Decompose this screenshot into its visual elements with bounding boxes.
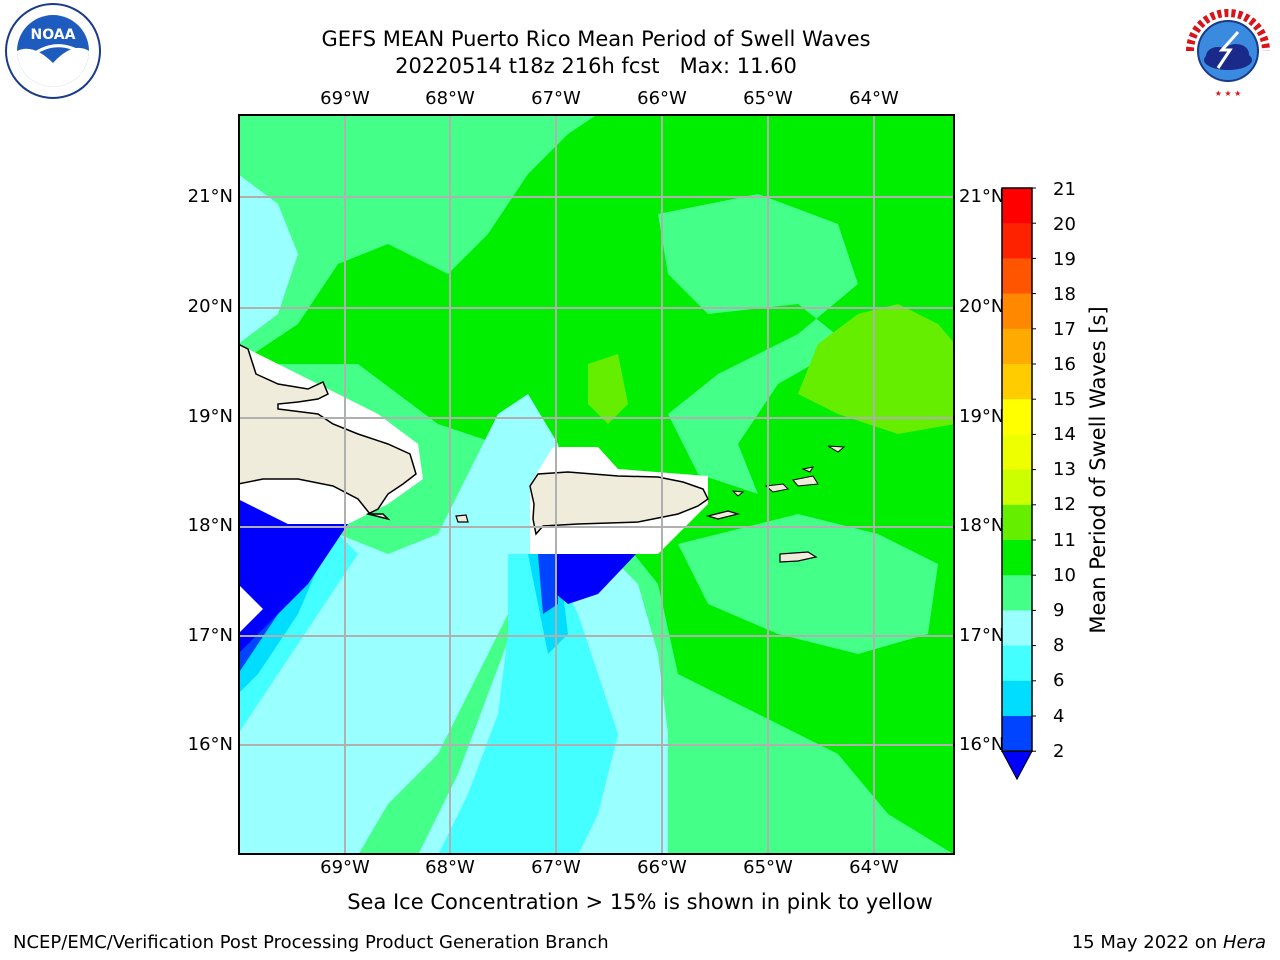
lat-label-left-21n: 21°N bbox=[187, 186, 233, 207]
swell-patch-9-10-south bbox=[658, 674, 955, 855]
colorbar-tick-6: 6 bbox=[1053, 670, 1065, 691]
map-frame bbox=[238, 114, 955, 855]
colorbar-title: Mean Period of Swell Waves [s] bbox=[1086, 306, 1110, 634]
mona-island bbox=[455, 514, 469, 523]
colorbar-segment-4-6 bbox=[1002, 680, 1032, 717]
lon-label-bottom-64w: 64°W bbox=[849, 857, 899, 878]
swell-patch-11-12-small bbox=[588, 354, 628, 424]
colorbar-segment-2-4 bbox=[1002, 716, 1032, 752]
lat-label-left-17n: 17°N bbox=[187, 625, 233, 646]
lon-label-bottom-66w: 66°W bbox=[637, 857, 687, 878]
colorbar-tick-12: 12 bbox=[1053, 494, 1076, 515]
colorbar-tick-11: 11 bbox=[1053, 530, 1076, 551]
colorbar-segment-8-9 bbox=[1002, 610, 1032, 647]
lon-label-top-68w: 68°W bbox=[425, 88, 475, 109]
map-subtitle: 20220514 t18z 216h fcst Max: 11.60 bbox=[395, 54, 797, 78]
longitude-gridlines bbox=[344, 114, 875, 855]
colorbar-tick-17: 17 bbox=[1053, 319, 1076, 340]
colorbar-segment-17-18 bbox=[1002, 293, 1032, 330]
lat-label-right-16n: 16°N bbox=[959, 734, 1005, 755]
lon-label-top-69w: 69°W bbox=[320, 88, 370, 109]
colorbar-segment-18-19 bbox=[1002, 258, 1032, 295]
lat-label-left-20n: 20°N bbox=[187, 296, 233, 317]
masked-area-south bbox=[238, 584, 263, 634]
lon-label-bottom-68w: 68°W bbox=[425, 857, 475, 878]
swell-field-under-2 bbox=[238, 499, 638, 654]
colorbar-segment-14-15 bbox=[1002, 399, 1032, 435]
colorbar-segment-6-8 bbox=[1002, 645, 1032, 682]
colorbar-tick-14: 14 bbox=[1053, 424, 1076, 445]
lat-label-right-18n: 18°N bbox=[959, 515, 1005, 536]
colorbar-tick-19: 19 bbox=[1053, 249, 1076, 270]
colorbar-segment-20-21 bbox=[1002, 188, 1032, 224]
colorbar-tick-13: 13 bbox=[1053, 459, 1076, 480]
lon-label-bottom-67w: 67°W bbox=[531, 857, 581, 878]
svg-text:★ ★ ★: ★ ★ ★ bbox=[1215, 89, 1242, 98]
swell-patch-11-12 bbox=[798, 304, 955, 434]
lat-label-left-19n: 19°N bbox=[187, 406, 233, 427]
lon-label-top-64w: 64°W bbox=[849, 88, 899, 109]
latitude-gridlines bbox=[238, 196, 955, 746]
colorbar-segment-9-10 bbox=[1002, 575, 1032, 611]
colorbar-tick-9: 9 bbox=[1053, 600, 1065, 621]
colorbar-segment-12-13 bbox=[1002, 469, 1032, 506]
map-title: GEFS MEAN Puerto Rico Mean Period of Swe… bbox=[321, 27, 871, 51]
colorbar-tick-4: 4 bbox=[1053, 706, 1065, 727]
colorbar-tick-2: 2 bbox=[1053, 741, 1065, 762]
lat-label-right-20n: 20°N bbox=[959, 296, 1005, 317]
swell-patch-9-10-north bbox=[378, 124, 488, 204]
run-date-text: 15 May 2022 on bbox=[1071, 932, 1223, 953]
lat-label-right-21n: 21°N bbox=[959, 186, 1005, 207]
machine-name: Hera bbox=[1222, 932, 1266, 953]
colorbar-tick-8: 8 bbox=[1053, 635, 1065, 656]
colorbar-segment-16-17 bbox=[1002, 328, 1032, 365]
hispaniola-land bbox=[238, 343, 417, 521]
noaa-logo: NOAA bbox=[5, 3, 101, 99]
run-date-credit: 15 May 2022 on Hera bbox=[1072, 932, 1266, 953]
colorbar-tick-15: 15 bbox=[1053, 389, 1076, 410]
lat-label-right-19n: 19°N bbox=[959, 406, 1005, 427]
lat-label-left-18n: 18°N bbox=[187, 515, 233, 536]
lat-label-right-17n: 17°N bbox=[959, 625, 1005, 646]
colorbar-segment-15-16 bbox=[1002, 364, 1032, 400]
colorbar bbox=[1001, 187, 1036, 781]
colorbar-tick-10: 10 bbox=[1053, 565, 1076, 586]
colorbar-tick-20: 20 bbox=[1053, 214, 1076, 235]
colorbar-under-triangle bbox=[1001, 750, 1033, 781]
noaa-logo-text: NOAA bbox=[31, 27, 76, 43]
map-panel bbox=[238, 114, 955, 855]
colorbar-segment-19-20 bbox=[1002, 223, 1032, 259]
nws-logo: ★ ★ ★ bbox=[1182, 5, 1274, 98]
swell-field-4-6 bbox=[238, 544, 568, 694]
lon-label-bottom-65w: 65°W bbox=[743, 857, 793, 878]
sea-ice-note: Sea Ice Concentration > 15% is shown in … bbox=[347, 890, 933, 914]
lon-label-top-66w: 66°W bbox=[637, 88, 687, 109]
colorbar-tick-16: 16 bbox=[1053, 354, 1076, 375]
vieques-island bbox=[705, 510, 741, 520]
lat-label-left-16n: 16°N bbox=[187, 734, 233, 755]
producer-credit: NCEP/EMC/Verification Post Processing Pr… bbox=[13, 932, 609, 953]
st-croix-island bbox=[779, 551, 818, 563]
colorbar-segment-13-14 bbox=[1002, 434, 1032, 471]
swell-field-6-8 bbox=[238, 524, 618, 855]
colorbar-tick-21: 21 bbox=[1053, 179, 1076, 200]
colorbar-segment-11-12 bbox=[1002, 504, 1032, 541]
lon-label-bottom-69w: 69°W bbox=[320, 857, 370, 878]
virgin-islands bbox=[731, 445, 846, 497]
lon-label-top-67w: 67°W bbox=[531, 88, 581, 109]
colorbar-segment-10-11 bbox=[1002, 540, 1032, 576]
lon-label-top-65w: 65°W bbox=[743, 88, 793, 109]
colorbar-tick-18: 18 bbox=[1053, 284, 1076, 305]
swell-field-8-9 bbox=[238, 174, 568, 855]
puerto-rico-land bbox=[529, 471, 709, 536]
